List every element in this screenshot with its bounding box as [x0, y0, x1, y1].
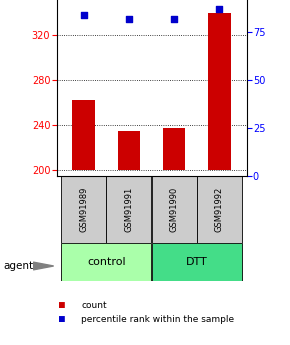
Text: GSM91991: GSM91991 — [124, 187, 133, 232]
Bar — [197, 176, 242, 243]
Bar — [72, 100, 95, 170]
Bar — [118, 131, 140, 170]
Text: control: control — [87, 257, 126, 267]
Text: ■: ■ — [59, 314, 71, 324]
Polygon shape — [33, 262, 54, 270]
Bar — [61, 176, 106, 243]
Bar — [208, 13, 231, 170]
Point — [172, 16, 176, 22]
Text: GSM91992: GSM91992 — [215, 187, 224, 232]
Point — [217, 7, 222, 12]
Text: ■: ■ — [59, 300, 71, 310]
Text: count: count — [81, 301, 107, 310]
Text: GSM91989: GSM91989 — [79, 187, 88, 232]
Text: agent: agent — [3, 262, 33, 271]
Text: DTT: DTT — [186, 257, 208, 267]
Bar — [106, 176, 151, 243]
Text: percentile rank within the sample: percentile rank within the sample — [81, 315, 234, 324]
Bar — [152, 243, 242, 281]
Bar — [163, 128, 185, 170]
Bar — [152, 176, 197, 243]
Point — [127, 16, 131, 22]
Text: GSM91990: GSM91990 — [170, 187, 179, 232]
Bar — [61, 243, 151, 281]
Point — [81, 12, 86, 18]
